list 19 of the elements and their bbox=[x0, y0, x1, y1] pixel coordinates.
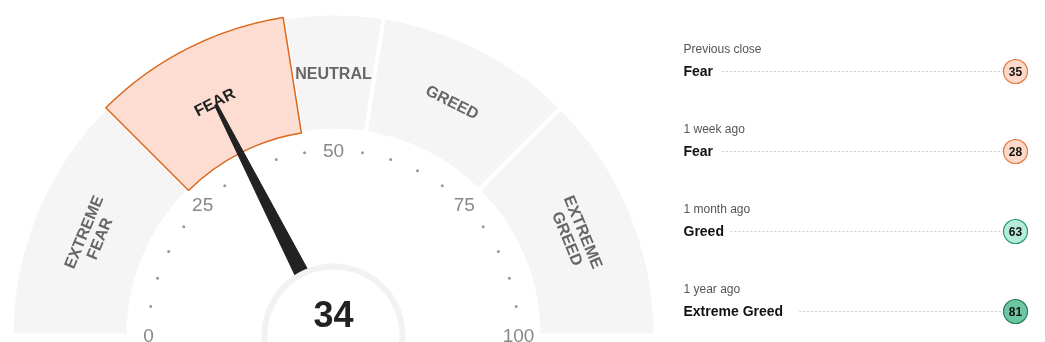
text: 75 bbox=[453, 194, 475, 216]
text: 34 bbox=[313, 293, 354, 335]
text: 63 bbox=[1008, 225, 1023, 239]
text: Extreme Greed bbox=[683, 302, 784, 319]
text: 1 month ago bbox=[683, 201, 751, 216]
text: 100 bbox=[502, 325, 535, 342]
text: 81 bbox=[1008, 305, 1023, 319]
text: 25 bbox=[192, 194, 214, 216]
text: Greed bbox=[683, 222, 724, 239]
text: 0 bbox=[143, 325, 154, 342]
text: 1 week ago bbox=[683, 121, 746, 136]
slice-label: NEUTRAL bbox=[295, 65, 372, 82]
text: 35 bbox=[1008, 65, 1023, 79]
text: Fear bbox=[683, 62, 714, 79]
text: 1 year ago bbox=[683, 281, 741, 296]
text: 50 bbox=[322, 140, 345, 161]
text: Fear bbox=[683, 142, 714, 159]
text: Previous close bbox=[683, 41, 762, 56]
text: 28 bbox=[1008, 145, 1023, 159]
